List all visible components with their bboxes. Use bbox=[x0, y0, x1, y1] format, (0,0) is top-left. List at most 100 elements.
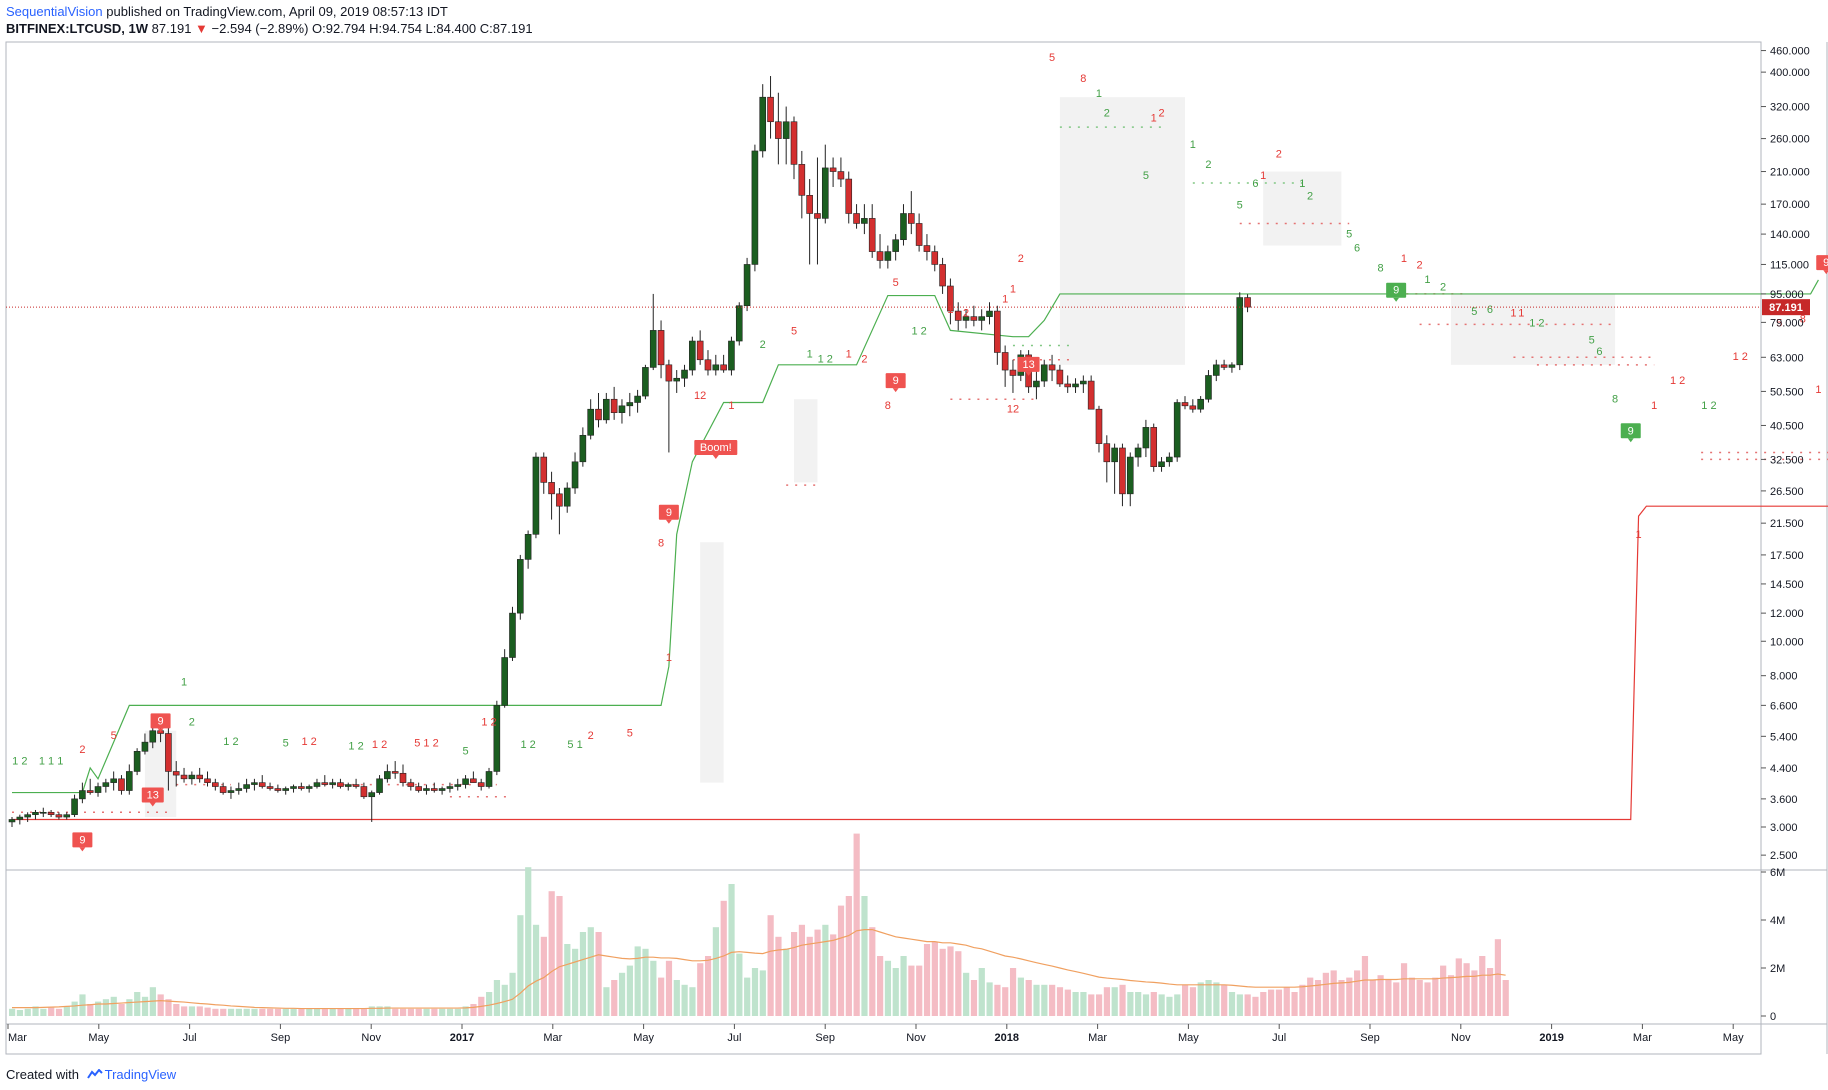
time-tick-label: Mar bbox=[1088, 1032, 1107, 1044]
candle-body bbox=[962, 316, 970, 321]
volume-bar bbox=[188, 1006, 196, 1016]
volume-bar bbox=[110, 996, 117, 1016]
time-tick-label: Jul bbox=[1272, 1032, 1286, 1044]
volume-bar bbox=[556, 896, 563, 1016]
volume-bar bbox=[931, 941, 938, 1016]
candle-body bbox=[642, 367, 649, 397]
volume-bar bbox=[978, 968, 985, 1016]
time-tick-label: 2017 bbox=[450, 1032, 474, 1044]
publisher-link[interactable]: SequentialVision bbox=[6, 4, 103, 19]
candle-body bbox=[384, 771, 391, 780]
candle-body bbox=[524, 534, 532, 560]
candle-body bbox=[1134, 447, 1142, 458]
sequential-shade bbox=[794, 399, 818, 483]
volume-bar bbox=[673, 980, 680, 1016]
volume-bar bbox=[1377, 975, 1384, 1016]
sequential-shade bbox=[700, 542, 724, 783]
volume-bar bbox=[751, 968, 759, 1016]
candle-body bbox=[196, 774, 203, 780]
candle-body bbox=[1197, 398, 1204, 410]
volume-bar bbox=[40, 1008, 47, 1016]
setup-count-label: 5 bbox=[1346, 228, 1352, 240]
candle-body bbox=[1033, 380, 1040, 388]
volume-bar bbox=[1268, 989, 1275, 1016]
volume-bar bbox=[1299, 984, 1306, 1016]
volume-bar bbox=[939, 948, 946, 1016]
candle-body bbox=[63, 814, 71, 818]
volume-bar bbox=[454, 1008, 461, 1016]
candle-body bbox=[673, 377, 681, 382]
volume-bar bbox=[95, 1001, 102, 1016]
candle-body bbox=[321, 782, 329, 785]
tradingview-link[interactable]: TradingView bbox=[104, 1067, 177, 1082]
sequential-shade bbox=[1450, 293, 1616, 365]
candle-body bbox=[978, 316, 985, 321]
candle-body bbox=[454, 784, 462, 787]
price-tick-label: 170.000 bbox=[1770, 199, 1810, 211]
candle-body bbox=[1056, 369, 1064, 385]
candle-body bbox=[1142, 427, 1150, 449]
candle-body bbox=[1244, 297, 1251, 308]
symbol-name[interactable]: BITFINEX:LTCUSD, 1W bbox=[6, 21, 149, 36]
price-tick-label: 40.500 bbox=[1770, 420, 1804, 432]
volume-bar bbox=[462, 1006, 469, 1016]
tdst-resistance-line bbox=[12, 279, 1819, 794]
candle-body bbox=[32, 812, 39, 815]
volume-bar bbox=[1330, 970, 1337, 1016]
volume-bar bbox=[1142, 994, 1150, 1016]
candle-body bbox=[579, 434, 587, 463]
footer: Created with TradingView bbox=[6, 1066, 176, 1084]
candle-body bbox=[704, 359, 712, 371]
volume-bar bbox=[697, 963, 704, 1016]
volume-bar bbox=[165, 999, 172, 1016]
candle-body bbox=[931, 251, 939, 265]
volume-bar bbox=[431, 1008, 438, 1016]
candle-body bbox=[485, 771, 493, 787]
candle-body bbox=[884, 251, 892, 261]
candle-body bbox=[1173, 402, 1181, 458]
candle-body bbox=[939, 264, 946, 287]
candle-body bbox=[595, 408, 602, 421]
volume-bar bbox=[884, 960, 892, 1016]
setup-count-label: 1 2 bbox=[911, 326, 926, 338]
setup-count-label: 1 bbox=[807, 348, 813, 360]
volume-bar bbox=[1103, 987, 1110, 1016]
candle-body bbox=[118, 778, 125, 791]
setup-count-label: 8 bbox=[1080, 73, 1086, 85]
volume-axis[interactable]: 6M 4M 2M 0 bbox=[1761, 867, 1785, 1023]
volume-bar bbox=[1393, 982, 1400, 1016]
volume-bar bbox=[798, 924, 806, 1016]
price-axis[interactable]: 460.000 400.000 320.000 260.000 210.000 170.0… bbox=[1761, 46, 1810, 863]
time-tick-label: Sep bbox=[1360, 1032, 1380, 1044]
signal-marker-label: 9 bbox=[1628, 425, 1634, 437]
volume-bar bbox=[181, 1006, 188, 1016]
time-tick-label: Nov bbox=[906, 1032, 926, 1044]
candle-body bbox=[790, 121, 798, 165]
volume-bar bbox=[744, 977, 751, 1016]
volume-bar bbox=[923, 944, 931, 1016]
candle-body bbox=[689, 340, 696, 371]
setup-count-label: 2 bbox=[760, 339, 766, 351]
created-with-text: Created with bbox=[6, 1067, 79, 1082]
candle-body bbox=[438, 788, 446, 791]
candle-body bbox=[133, 751, 141, 772]
volume-bar bbox=[345, 1008, 352, 1016]
candle-body bbox=[829, 167, 837, 172]
candle-body bbox=[344, 784, 352, 787]
volume-bar bbox=[1424, 982, 1431, 1016]
price-tick-label: 95.000 bbox=[1770, 289, 1804, 301]
candle-body bbox=[329, 782, 336, 785]
candle-body bbox=[571, 461, 579, 489]
volume-bar bbox=[173, 1004, 180, 1016]
volume-bar bbox=[618, 972, 626, 1016]
candle-body bbox=[947, 285, 954, 312]
volume-bar bbox=[63, 1006, 70, 1016]
candle-body bbox=[493, 705, 501, 772]
setup-count-label: 5 bbox=[462, 745, 468, 757]
candle-body bbox=[1220, 364, 1228, 368]
volume-bar bbox=[1119, 984, 1126, 1016]
tdst-support-line bbox=[12, 505, 1828, 821]
candle-body bbox=[266, 786, 274, 789]
time-axis[interactable]: Mar May Jul Sep Nov 2017 Mar May Jul Sep Nov 2018 Ma… bbox=[7, 1024, 1744, 1044]
